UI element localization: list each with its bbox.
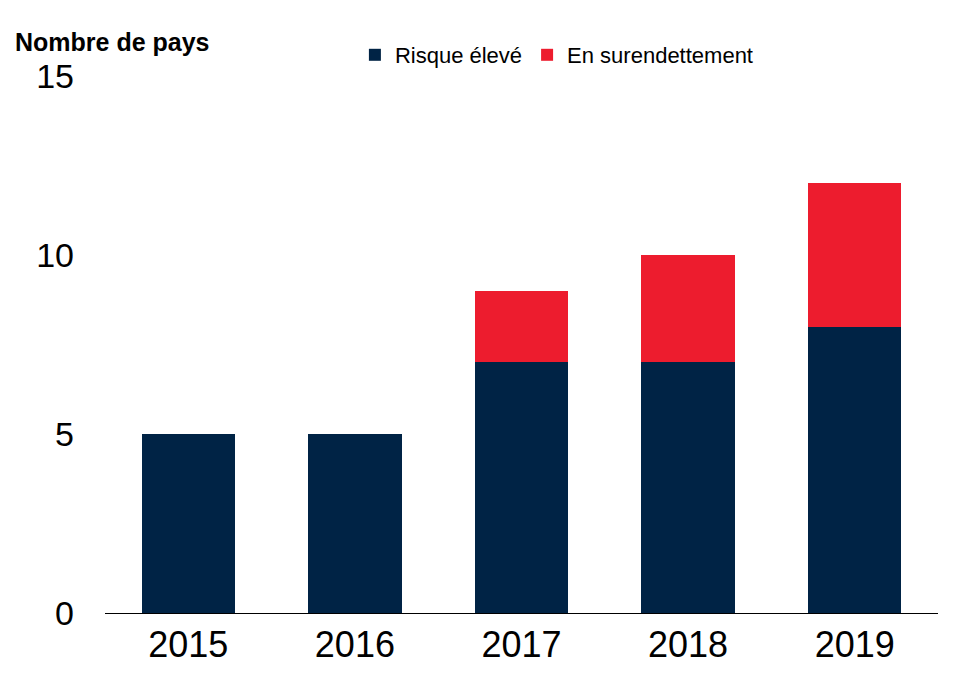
svg-text:2019: 2019 <box>815 624 895 665</box>
svg-text:15: 15 <box>36 57 74 95</box>
svg-text:2016: 2016 <box>315 624 395 665</box>
svg-text:En surendettement: En surendettement <box>567 43 753 68</box>
svg-text:2018: 2018 <box>648 624 728 665</box>
svg-text:0: 0 <box>55 594 74 632</box>
svg-text:10: 10 <box>36 236 74 274</box>
svg-text:Nombre de pays: Nombre de pays <box>15 28 210 56</box>
svg-text:5: 5 <box>55 415 74 453</box>
svg-text:2017: 2017 <box>481 624 561 665</box>
svg-text:2015: 2015 <box>148 624 228 665</box>
svg-text:Risque élevé: Risque élevé <box>395 43 522 68</box>
